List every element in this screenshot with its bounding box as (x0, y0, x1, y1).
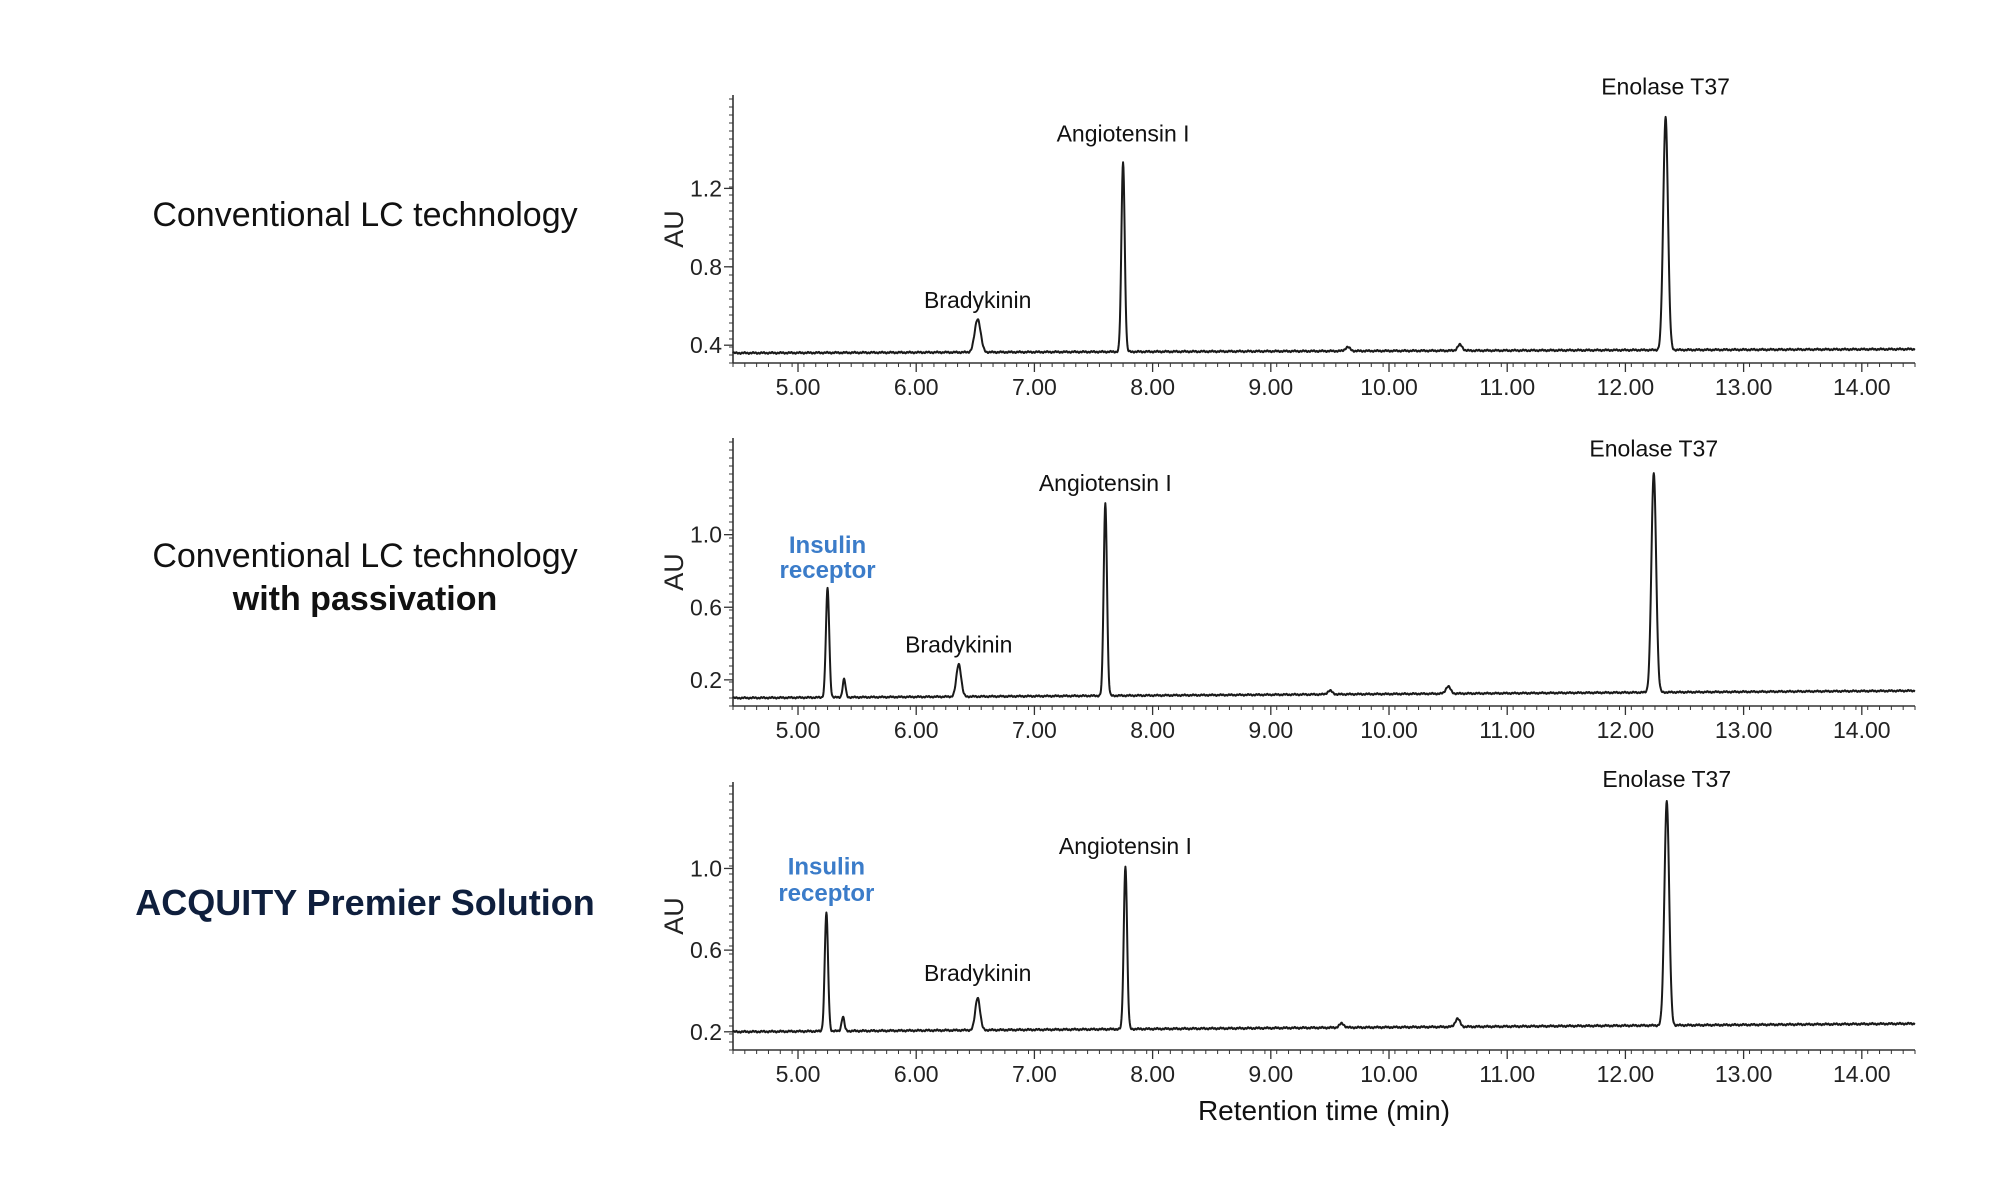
x-tick-label: 8.00 (1130, 1061, 1175, 1087)
chromatogram-1: 5.00 6.00 7.00 8.00 9.00 10.00 11.00 12.00 13.00… (659, 73, 1916, 400)
chromatogram-trace (732, 472, 1916, 700)
y-tick-label: 0.6 (690, 937, 722, 963)
x-tick-label: 11.00 (1479, 717, 1535, 743)
row-label-line: ACQUITY Premier Solution (135, 882, 595, 923)
x-tick-label: 7.00 (1012, 1061, 1057, 1087)
peak-label: Enolase T37 (1601, 73, 1730, 99)
y-tick-label: 0.8 (690, 254, 722, 280)
x-tick-label: 9.00 (1248, 374, 1293, 400)
row-label-premier: ACQUITY Premier Solution (100, 881, 630, 924)
y-tick-label: 1.0 (690, 522, 722, 548)
y-tick-label: 0.4 (690, 332, 722, 358)
x-tick-label: 9.00 (1248, 717, 1293, 743)
y-axis-label: AU (659, 553, 689, 591)
chromatogram-3: 5.00 6.00 7.00 8.00 9.00 10.00 11.00 12.00 13.00… (659, 766, 1916, 1126)
y-tick-label: 0.6 (690, 594, 722, 620)
row-label-line: Conventional LC technology (152, 196, 578, 234)
chromatogram-2: 5.00 6.00 7.00 8.00 9.00 10.00 11.00 12.00 13.00… (659, 436, 1916, 743)
peak-label-highlight: Insulin (788, 854, 865, 881)
x-tick-label: 14.00 (1833, 374, 1891, 400)
x-tick-label: 5.00 (776, 717, 821, 743)
y-axis-label: AU (659, 210, 689, 248)
row-label-line-bold: with passivation (232, 580, 498, 618)
y-axis-label: AU (659, 897, 689, 935)
x-tick-label: 6.00 (894, 717, 939, 743)
x-axis-label: Retention time (min) (1198, 1095, 1450, 1126)
row-label-conventional: Conventional LC technology (100, 194, 630, 237)
x-tick-label: 7.00 (1012, 717, 1057, 743)
peak-label: Bradykinin (924, 960, 1031, 986)
chromatogram-trace (732, 115, 1916, 355)
y-tick-label: 0.2 (690, 667, 722, 693)
x-tick-label: 8.00 (1130, 717, 1175, 743)
x-tick-label: 9.00 (1248, 1061, 1293, 1087)
x-tick-label: 10.00 (1360, 717, 1418, 743)
x-tick-label: 12.00 (1597, 1061, 1655, 1087)
row-label-passivation: Conventional LC technology with passivat… (100, 535, 630, 621)
x-tick-label: 12.00 (1597, 717, 1655, 743)
x-tick-label: 14.00 (1833, 717, 1891, 743)
peak-label-highlight: Insulin (789, 532, 866, 559)
x-tick-label: 12.00 (1597, 374, 1655, 400)
x-tick-label: 11.00 (1479, 1061, 1535, 1087)
peak-label: Bradykinin (924, 287, 1031, 313)
x-tick-label: 10.00 (1360, 374, 1418, 400)
peak-label-highlight: receptor (780, 557, 876, 584)
x-tick-label: 13.00 (1715, 1061, 1773, 1087)
peak-label: Bradykinin (905, 632, 1012, 658)
x-tick-label: 11.00 (1479, 374, 1535, 400)
peak-label: Angiotensin I (1059, 833, 1192, 859)
x-tick-label: 6.00 (894, 374, 939, 400)
x-tick-label: 7.00 (1012, 374, 1057, 400)
peak-label: Enolase T37 (1602, 766, 1731, 792)
y-tick-label: 1.0 (690, 855, 722, 881)
peak-label: Angiotensin I (1039, 470, 1172, 496)
x-tick-label: 10.00 (1360, 1061, 1418, 1087)
y-tick-label: 1.2 (690, 175, 722, 201)
peak-label: Angiotensin I (1057, 120, 1190, 146)
x-tick-label: 13.00 (1715, 374, 1773, 400)
x-tick-label: 5.00 (776, 374, 821, 400)
peak-label: Enolase T37 (1589, 436, 1718, 462)
x-tick-label: 14.00 (1833, 1061, 1891, 1087)
y-tick-label: 0.2 (690, 1019, 722, 1045)
row-label-line: Conventional LC technology (152, 537, 578, 575)
x-tick-label: 13.00 (1715, 717, 1773, 743)
x-tick-label: 8.00 (1130, 374, 1175, 400)
x-tick-label: 6.00 (894, 1061, 939, 1087)
peak-label-highlight: receptor (778, 880, 874, 907)
x-tick-label: 5.00 (776, 1061, 821, 1087)
chromatogram-trace (732, 800, 1916, 1034)
